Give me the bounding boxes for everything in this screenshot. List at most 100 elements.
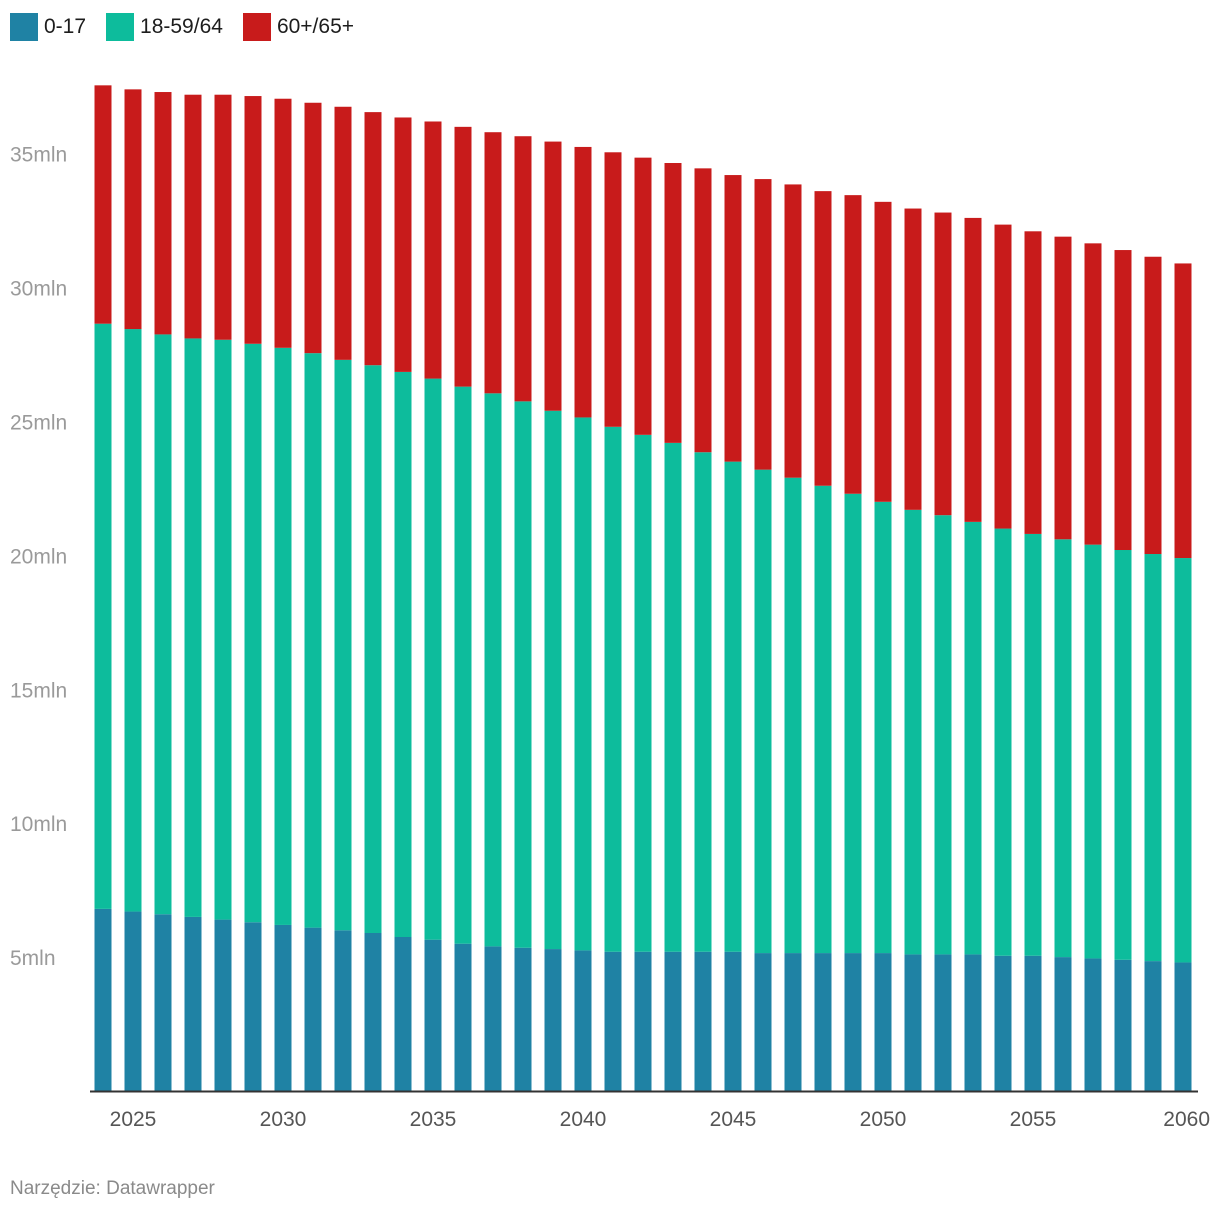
bar-2035-series-0 [424,939,442,1091]
bar-2046-series-1 [754,469,772,954]
bar-2060-series-2 [1174,263,1192,559]
legend-label: 0-17 [44,15,87,38]
y-tick-label: 25mln [10,411,67,434]
bar-2041-series-2 [604,152,622,427]
bar-2047-series-0 [784,953,802,1091]
bar-2034-series-0 [394,937,412,1091]
bar-2027-series-0 [184,916,202,1091]
bar-2049-series-1 [844,493,862,954]
x-tick-label: 2060 [1163,1108,1210,1131]
bar-2034-series-2 [394,117,412,372]
bar-2043-series-2 [664,163,682,443]
bar-2053-series-2 [964,217,982,522]
bar-2040-series-2 [574,146,592,418]
bar-2032-series-2 [334,106,352,360]
bar-2059-series-2 [1144,256,1162,555]
bar-2025-series-1 [124,329,142,912]
bar-2042-series-2 [634,157,652,435]
bar-2041-series-1 [604,426,622,952]
bar-2026-series-2 [154,92,172,335]
bar-2046-series-2 [754,179,772,470]
bar-2045-series-0 [724,951,742,1091]
bar-2055-series-1 [1024,533,1042,956]
bar-2039-series-0 [544,949,562,1091]
bar-2027-series-1 [184,338,202,917]
legend-swatch [10,13,38,41]
x-tick-label: 2035 [410,1108,457,1131]
y-tick-label: 35mln [10,144,67,167]
bar-2045-series-2 [724,175,742,462]
legend-item-1: 18-59/64 [106,13,223,41]
bar-2042-series-1 [634,434,652,952]
x-tick-label: 2045 [710,1108,757,1131]
bar-2037-series-1 [484,393,502,947]
bar-2048-series-2 [814,191,832,486]
bar-2045-series-1 [724,461,742,952]
bar-2052-series-1 [934,515,952,955]
bar-2059-series-1 [1144,554,1162,962]
bar-2043-series-0 [664,951,682,1091]
bar-2036-series-1 [454,386,472,944]
bar-2025-series-0 [124,911,142,1091]
bar-2037-series-2 [484,132,502,394]
bar-2055-series-2 [1024,231,1042,534]
bar-2047-series-1 [784,477,802,954]
bar-2051-series-0 [904,954,922,1091]
bar-2025-series-2 [124,89,142,330]
bar-2030-series-0 [274,924,292,1091]
bar-2029-series-2 [244,96,262,344]
x-tick-label: 2055 [1010,1108,1057,1131]
bar-2049-series-0 [844,953,862,1091]
bar-2055-series-0 [1024,955,1042,1091]
bar-2031-series-1 [304,353,322,928]
legend-label: 60+/65+ [276,15,355,38]
bar-2038-series-2 [514,136,532,402]
bar-2024-series-1 [94,323,112,909]
bar-2040-series-0 [574,950,592,1091]
bar-2031-series-2 [304,102,322,354]
bar-2060-series-0 [1174,962,1192,1091]
bar-2039-series-1 [544,410,562,950]
bar-2052-series-0 [934,954,952,1091]
bar-2049-series-2 [844,195,862,494]
bar-2038-series-1 [514,401,532,948]
y-tick-label: 20mln [10,545,67,568]
bar-2052-series-2 [934,212,952,516]
legend: 0-17 18-59/64 60+/65+ [10,12,374,42]
bar-2046-series-0 [754,953,772,1091]
bar-2044-series-1 [694,452,712,952]
bar-2060-series-1 [1174,558,1192,963]
bar-2057-series-2 [1084,243,1102,545]
bar-2048-series-1 [814,485,832,954]
y-tick-label: 10mln [10,813,67,836]
x-tick-label: 2025 [110,1108,157,1131]
bar-2058-series-2 [1114,250,1132,551]
bar-2040-series-1 [574,417,592,951]
bar-2034-series-1 [394,371,412,938]
bar-2057-series-0 [1084,958,1102,1091]
bar-2058-series-1 [1114,550,1132,960]
bar-2033-series-1 [364,365,382,933]
bar-2056-series-0 [1054,957,1072,1091]
bar-2043-series-1 [664,442,682,952]
bar-2051-series-2 [904,208,922,510]
bar-2044-series-2 [694,168,712,453]
bar-2050-series-1 [874,501,892,954]
bar-2048-series-0 [814,953,832,1091]
bar-2036-series-0 [454,943,472,1091]
bar-2024-series-2 [94,85,112,324]
legend-label: 18-59/64 [140,15,223,38]
bar-2058-series-0 [1114,959,1132,1091]
bar-2029-series-1 [244,343,262,923]
bar-2029-series-0 [244,922,262,1091]
bar-2031-series-0 [304,927,322,1091]
bar-2030-series-1 [274,347,292,925]
bar-2054-series-0 [994,955,1012,1091]
bar-2030-series-2 [274,98,292,348]
bar-2056-series-2 [1054,236,1072,540]
bar-2035-series-2 [424,121,442,379]
bar-2053-series-0 [964,954,982,1091]
bar-2050-series-2 [874,201,892,502]
bar-2054-series-1 [994,528,1012,956]
